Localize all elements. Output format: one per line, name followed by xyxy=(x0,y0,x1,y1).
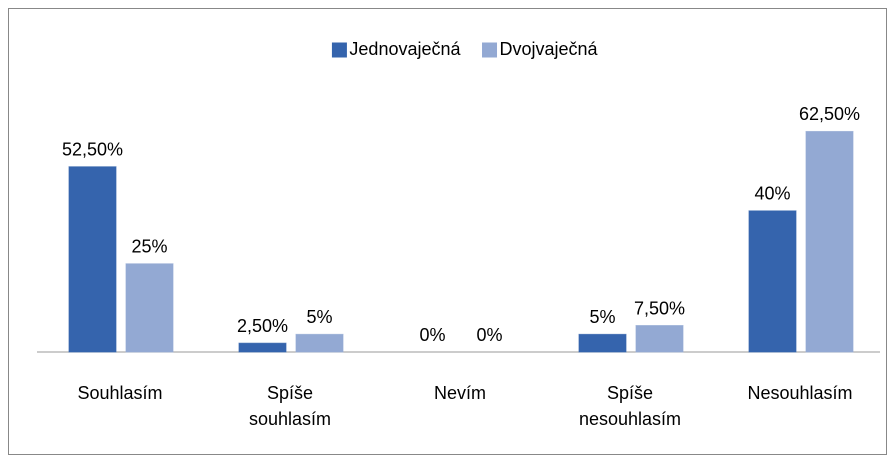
bar xyxy=(635,325,684,353)
value-label: 52,50% xyxy=(62,140,123,160)
value-label: 5% xyxy=(306,307,332,327)
bar xyxy=(238,342,287,353)
x-tick-label-box: Spíše souhlasím xyxy=(205,380,375,432)
bar xyxy=(125,263,174,353)
x-tick-label: Spíše nesouhlasím xyxy=(578,383,682,429)
bar xyxy=(295,333,344,353)
value-label: 0% xyxy=(419,325,445,345)
legend-label: Dvojvaječná xyxy=(500,39,599,59)
value-label: 7,50% xyxy=(634,298,685,318)
x-tick-label: Nevím xyxy=(433,383,486,403)
legend-swatch xyxy=(331,42,347,58)
x-tick-label: Souhlasím xyxy=(77,383,163,403)
bar xyxy=(748,210,797,353)
x-tick-label-box: Spíše nesouhlasím xyxy=(545,380,715,432)
value-label: 62,50% xyxy=(799,104,860,124)
x-tick-label-box: Nevím xyxy=(375,380,545,406)
x-tick-label-box: Souhlasím xyxy=(35,380,205,406)
x-tick-label-box: Nesouhlasím xyxy=(715,380,885,406)
bar xyxy=(68,166,117,353)
legend-label: Jednovaječná xyxy=(349,39,461,59)
x-tick-label: Nesouhlasím xyxy=(747,383,853,403)
legend-swatch xyxy=(482,42,498,58)
value-label: 40% xyxy=(754,184,790,204)
value-label: 2,50% xyxy=(237,316,288,336)
value-label: 25% xyxy=(131,237,167,257)
chart-border xyxy=(8,8,887,455)
value-label: 5% xyxy=(589,307,615,327)
bar xyxy=(578,333,627,353)
value-label: 0% xyxy=(476,325,502,345)
x-tick-label: Spíše souhlasím xyxy=(248,383,332,429)
bar xyxy=(805,130,854,353)
